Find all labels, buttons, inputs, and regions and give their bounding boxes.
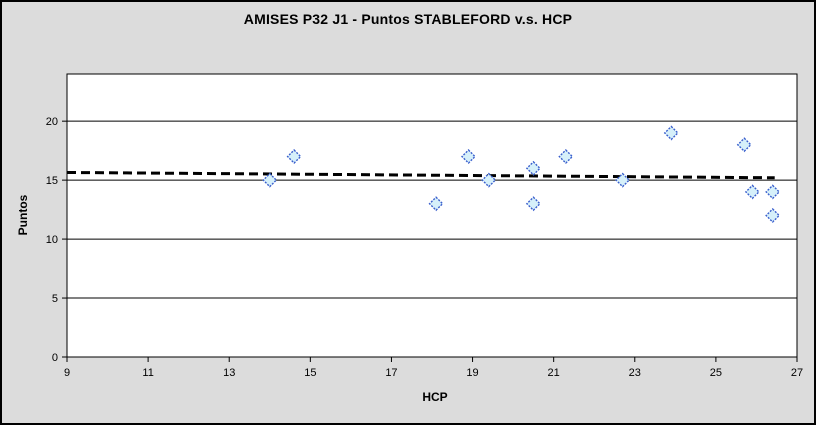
data-point-marker (663, 125, 679, 141)
data-point-marker (461, 149, 476, 165)
x-axis-title: HCP (422, 390, 448, 404)
x-tick-label: 21 (548, 367, 560, 379)
x-tick-label: 15 (304, 367, 316, 379)
x-tick-label: 27 (791, 367, 803, 379)
data-point-marker (765, 208, 781, 223)
data-point-marker (286, 149, 302, 165)
x-tick-label: 19 (466, 367, 478, 379)
data-point-marker (481, 172, 497, 188)
chart-title: AMISES P32 J1 - Puntos STABLEFORD v.s. H… (243, 11, 573, 27)
data-point-marker (525, 160, 541, 176)
data-point-marker (525, 196, 541, 212)
y-tick-label: 10 (46, 234, 58, 246)
x-tick-label: 13 (223, 367, 235, 379)
x-tick-label: 25 (710, 367, 722, 379)
data-point-marker (428, 196, 444, 212)
data-point-marker (262, 172, 278, 188)
trendline (66, 170, 775, 180)
data-point-marker (765, 184, 781, 200)
x-tick-label: 9 (64, 367, 70, 379)
x-tick-label: 23 (629, 367, 641, 379)
x-tick-label: 17 (385, 367, 397, 379)
y-tick-label: 15 (46, 175, 58, 187)
data-point-marker (558, 149, 574, 165)
y-tick-label: 20 (46, 116, 58, 128)
data-point-marker (736, 137, 752, 153)
y-tick-label: 0 (52, 352, 58, 364)
y-tick-label: 5 (52, 293, 58, 305)
data-point-marker (615, 172, 631, 188)
plot-area (66, 73, 798, 358)
data-point-marker (744, 184, 760, 200)
x-tick-label: 11 (142, 367, 153, 379)
